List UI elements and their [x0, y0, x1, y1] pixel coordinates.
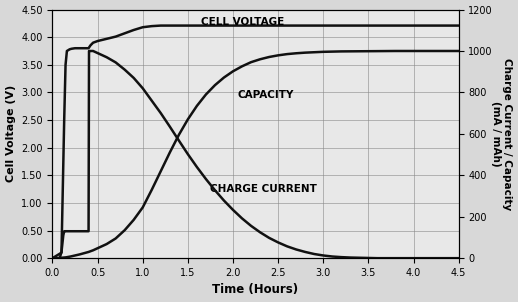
Text: CHARGE CURRENT: CHARGE CURRENT [210, 184, 318, 194]
Text: CAPACITY: CAPACITY [237, 90, 294, 100]
Y-axis label: Charge Current / Capacity
(mA / mAh): Charge Current / Capacity (mA / mAh) [491, 58, 512, 210]
Y-axis label: Cell Voltage (V): Cell Voltage (V) [6, 85, 16, 182]
X-axis label: Time (Hours): Time (Hours) [212, 284, 298, 297]
Text: CELL VOLTAGE: CELL VOLTAGE [202, 17, 285, 27]
